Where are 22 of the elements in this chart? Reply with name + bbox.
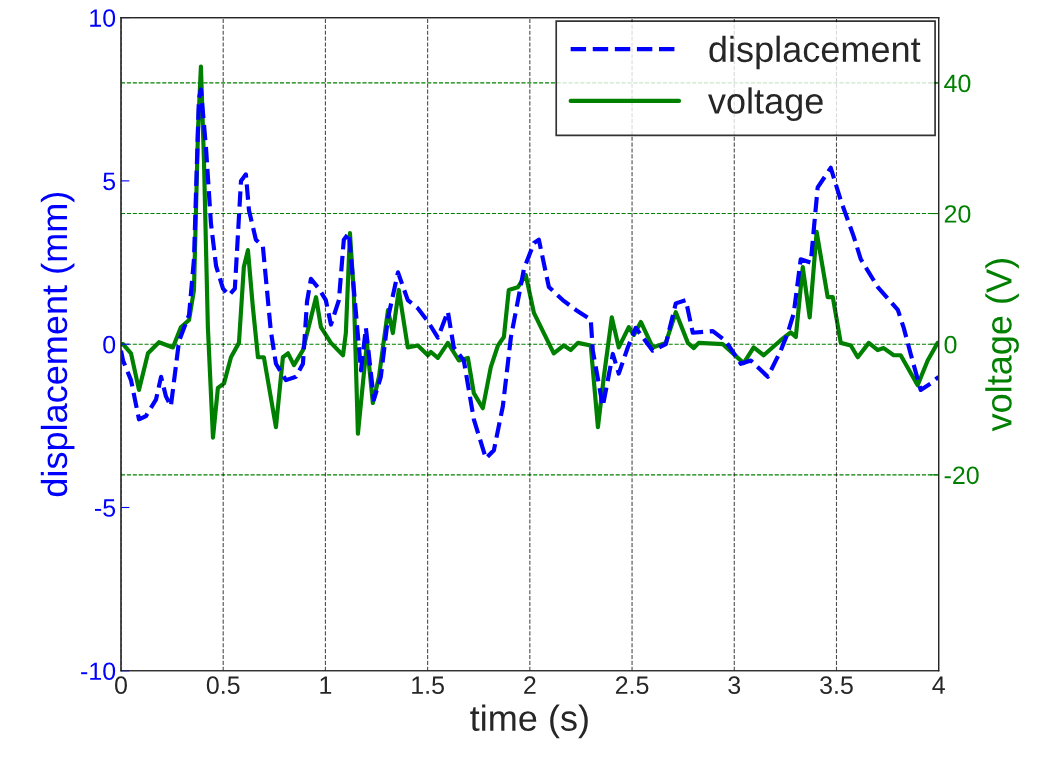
x-tick-label: 1 [320,676,332,694]
y2-tick-label: -20 [944,466,979,485]
y-tick-label: -5 [95,499,116,517]
y-axis-title: displacement (mm) [40,192,75,497]
y-tick-label: -10 [81,662,116,681]
x-tick-label: 2.5 [615,676,649,695]
y2-axis-title: voltage (V) [985,259,1019,432]
y-tick-label: 0 [103,335,116,354]
x-tick-label: 4 [932,676,945,694]
y2-tick-label: 0 [944,335,957,354]
legend-label: voltage [708,87,823,122]
legend-label: displacement [709,35,921,70]
x-tick-label: 1.5 [412,676,444,695]
y2-tick-label: 20 [944,205,971,223]
x-tick-label: 2 [524,676,536,694]
x-tick-label: 3 [728,676,741,695]
y-tick-label: 10 [90,9,116,27]
x-axis-title: time (s) [470,704,588,739]
y2-tick-label: 40 [944,74,971,93]
x-tick-label: 3.5 [820,676,853,695]
x-tick-label: 0.5 [206,676,240,695]
y-tick-label: 5 [103,172,116,191]
